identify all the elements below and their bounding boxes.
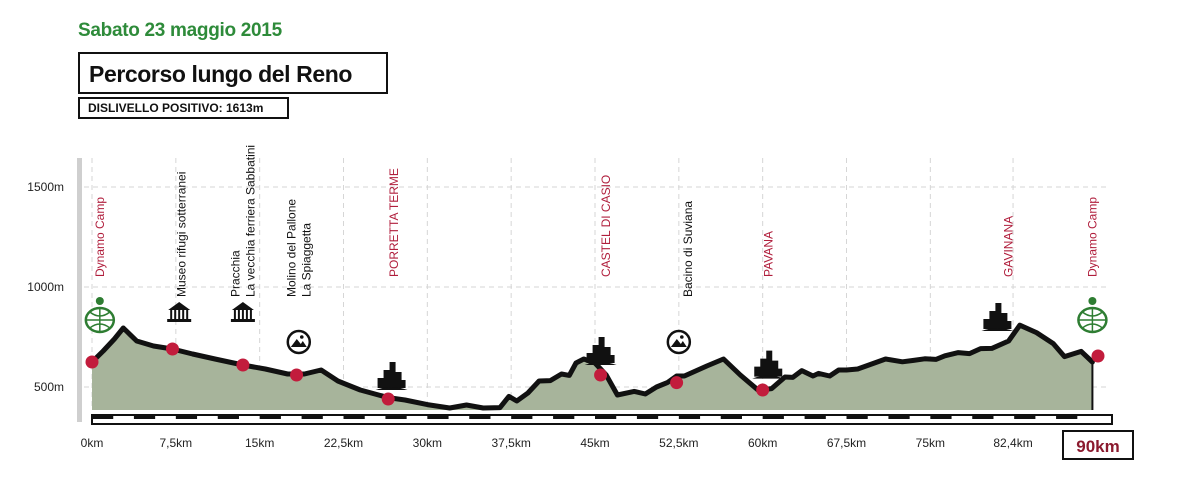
ruler-segment [804, 416, 826, 419]
profile-fill [92, 325, 1093, 410]
ruler-segment [888, 416, 910, 419]
town-icon [584, 337, 617, 365]
ruler-segment [1056, 416, 1078, 419]
checkpoint-marker [670, 376, 684, 390]
event-date: Sabato 23 maggio 2015 [78, 20, 282, 41]
x-tick-label: 75km [916, 436, 945, 450]
place-label: Molino del Pallone [285, 199, 299, 297]
checkpoint-marker [165, 342, 179, 356]
town-icon [752, 350, 785, 379]
profile-area [89, 322, 1095, 411]
place-label: GAVINANA [1002, 216, 1016, 277]
x-tick-label: 15km [245, 436, 274, 450]
town-icon [981, 303, 1014, 331]
elevation-gain-label: DISLIVELLO POSITIVO: 1613m [78, 97, 289, 119]
y-tick-label: 500m [34, 380, 64, 394]
dynamo-camp-logo-icon [84, 297, 116, 334]
x-tick-label: 22,5km [324, 436, 363, 450]
ruler-segment [846, 416, 868, 419]
ruler-segment [720, 416, 742, 419]
checkpoint-marker [1091, 349, 1105, 363]
place-label: Pracchia [229, 250, 243, 297]
town-icon [375, 362, 408, 390]
x-axis: 0km 7,5km 15km 22,5km 30km 37,5km 45km 52,5km 60… [81, 414, 1134, 460]
ruler-segment [762, 416, 784, 419]
y-axis-labels: 500m 1000m 1500m [27, 180, 64, 394]
place-label: PORRETTA TERME [387, 168, 401, 277]
ruler-segment [930, 416, 952, 419]
x-tick-label: 0km [81, 436, 104, 450]
ruler-segment [92, 416, 114, 419]
route-title: Percorso lungo del Reno [78, 52, 388, 94]
place-label: La vecchia ferriera Sabbatini [244, 145, 258, 297]
place-label: CASTEL DI CASIO [599, 175, 613, 277]
place-label: Bacino di Suviana [681, 201, 695, 297]
checkpoint-marker [756, 383, 770, 397]
checkpoint-marker [236, 358, 250, 372]
checkpoint-marker [594, 368, 608, 382]
total-distance-box [1062, 430, 1134, 460]
ruler-segment [511, 416, 533, 419]
ruler-segment [678, 416, 701, 419]
place-labels: Dynamo Camp Museo rifugi sotterranei Pracc… [93, 145, 1100, 297]
landscape-icon [286, 329, 312, 355]
place-label: Museo rifugi sotterranei [174, 172, 188, 297]
y-axis-bar [77, 158, 82, 422]
ruler-segment [636, 416, 659, 419]
ruler-segment [427, 416, 449, 419]
place-label: Dynamo Camp [1085, 197, 1099, 277]
place-label: PAVANA [761, 231, 775, 277]
poi-icons [84, 297, 1108, 390]
ruler-segment [972, 416, 994, 419]
ruler-segment [301, 416, 323, 419]
checkpoint-marker [381, 392, 395, 406]
place-label: La Spiaggetta [300, 223, 314, 297]
y-tick-label: 1500m [27, 180, 64, 194]
x-tick-label: 37,5km [491, 436, 530, 450]
ruler-segment [259, 416, 281, 419]
distance-ruler [91, 414, 1113, 425]
x-tick-label: 67,5km [827, 436, 866, 450]
dynamo-camp-logo-icon [1077, 297, 1108, 334]
total-distance-label: 90km [1076, 437, 1119, 456]
y-tick-label: 1000m [27, 280, 64, 294]
ruler-segment [217, 416, 239, 419]
museum-icon [230, 302, 255, 322]
ruler-segment [133, 416, 156, 419]
x-tick-label: 30km [413, 436, 442, 450]
checkpoint-marker [290, 368, 304, 382]
x-tick-label: 7,5km [159, 436, 192, 450]
profile-line [89, 322, 1095, 411]
checkpoints [85, 342, 1105, 406]
ruler-segment [343, 416, 365, 419]
x-tick-label: 45km [580, 436, 609, 450]
x-tick-label: 82,4km [993, 436, 1032, 450]
ruler-segment [1014, 416, 1036, 419]
ruler-segment [595, 416, 617, 419]
ruler-segment [175, 416, 198, 419]
x-tick-label: 52,5km [659, 436, 698, 450]
ruler-segment [469, 416, 491, 419]
place-label: Dynamo Camp [93, 197, 107, 277]
ruler-segment [553, 416, 575, 419]
ruler-segment [385, 416, 407, 419]
museum-icon [167, 302, 192, 322]
landscape-icon [666, 329, 692, 355]
checkpoint-marker [85, 355, 99, 369]
x-tick-label: 60km [748, 436, 777, 450]
